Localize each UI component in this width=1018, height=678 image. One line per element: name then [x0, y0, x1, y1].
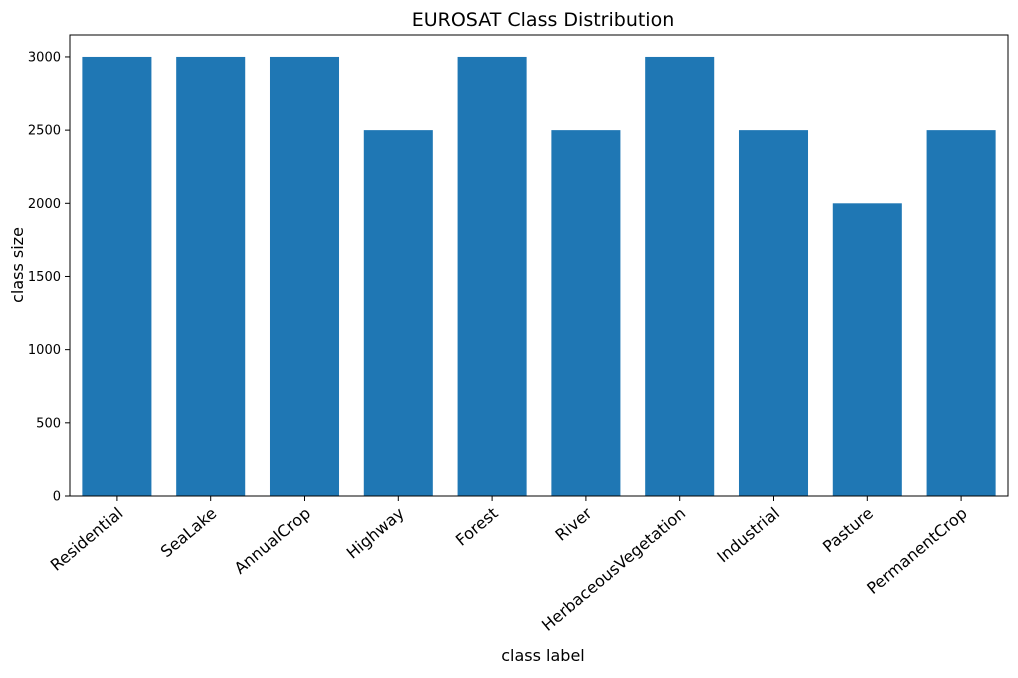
y-tick-label: 3000 — [28, 50, 61, 65]
bar-AnnualCrop — [269, 56, 340, 496]
y-axis-ticks: 0 500 1000 1500 2000 2500 3000 — [28, 50, 70, 505]
bars-layer — [82, 56, 996, 497]
x-axis-ticks: Residential SeaLake AnnualCrop Highway Fores… — [47, 496, 971, 635]
y-axis-label: class size — [8, 227, 27, 303]
x-tick-label: Forest — [452, 504, 502, 550]
x-axis-label: class label — [501, 646, 585, 665]
x-tick-label: Highway — [343, 504, 408, 563]
x-tick-label: River — [552, 503, 596, 544]
x-tick-label: Pasture — [819, 504, 877, 557]
y-tick-label: 1500 — [28, 270, 61, 285]
x-tick-label: Industrial — [713, 504, 783, 567]
plot-frame — [69, 34, 1009, 497]
bar-HerbaceousVegetation — [645, 56, 715, 496]
bar-Forest — [457, 56, 527, 496]
y-tick-label: 500 — [36, 416, 61, 431]
bar-SeaLake — [176, 56, 246, 496]
x-tick-label: Residential — [47, 504, 127, 575]
chart-title: EUROSAT Class Distribution — [412, 9, 675, 31]
x-tick-label: AnnualCrop — [231, 504, 314, 578]
x-tick-label: SeaLake — [157, 504, 221, 562]
bar-PermanentCrop — [926, 130, 996, 496]
y-tick-label: 2000 — [28, 197, 61, 212]
bar-Pasture — [832, 203, 902, 497]
bar-Industrial — [738, 130, 809, 496]
x-tick-label: PermanentCrop — [863, 504, 970, 598]
bar-Highway — [363, 130, 433, 496]
y-tick-label: 0 — [53, 490, 61, 505]
y-tick-label: 1000 — [28, 343, 61, 358]
y-tick-label: 2500 — [28, 124, 61, 139]
bar-River — [551, 130, 621, 496]
bar-Residential — [82, 56, 152, 496]
